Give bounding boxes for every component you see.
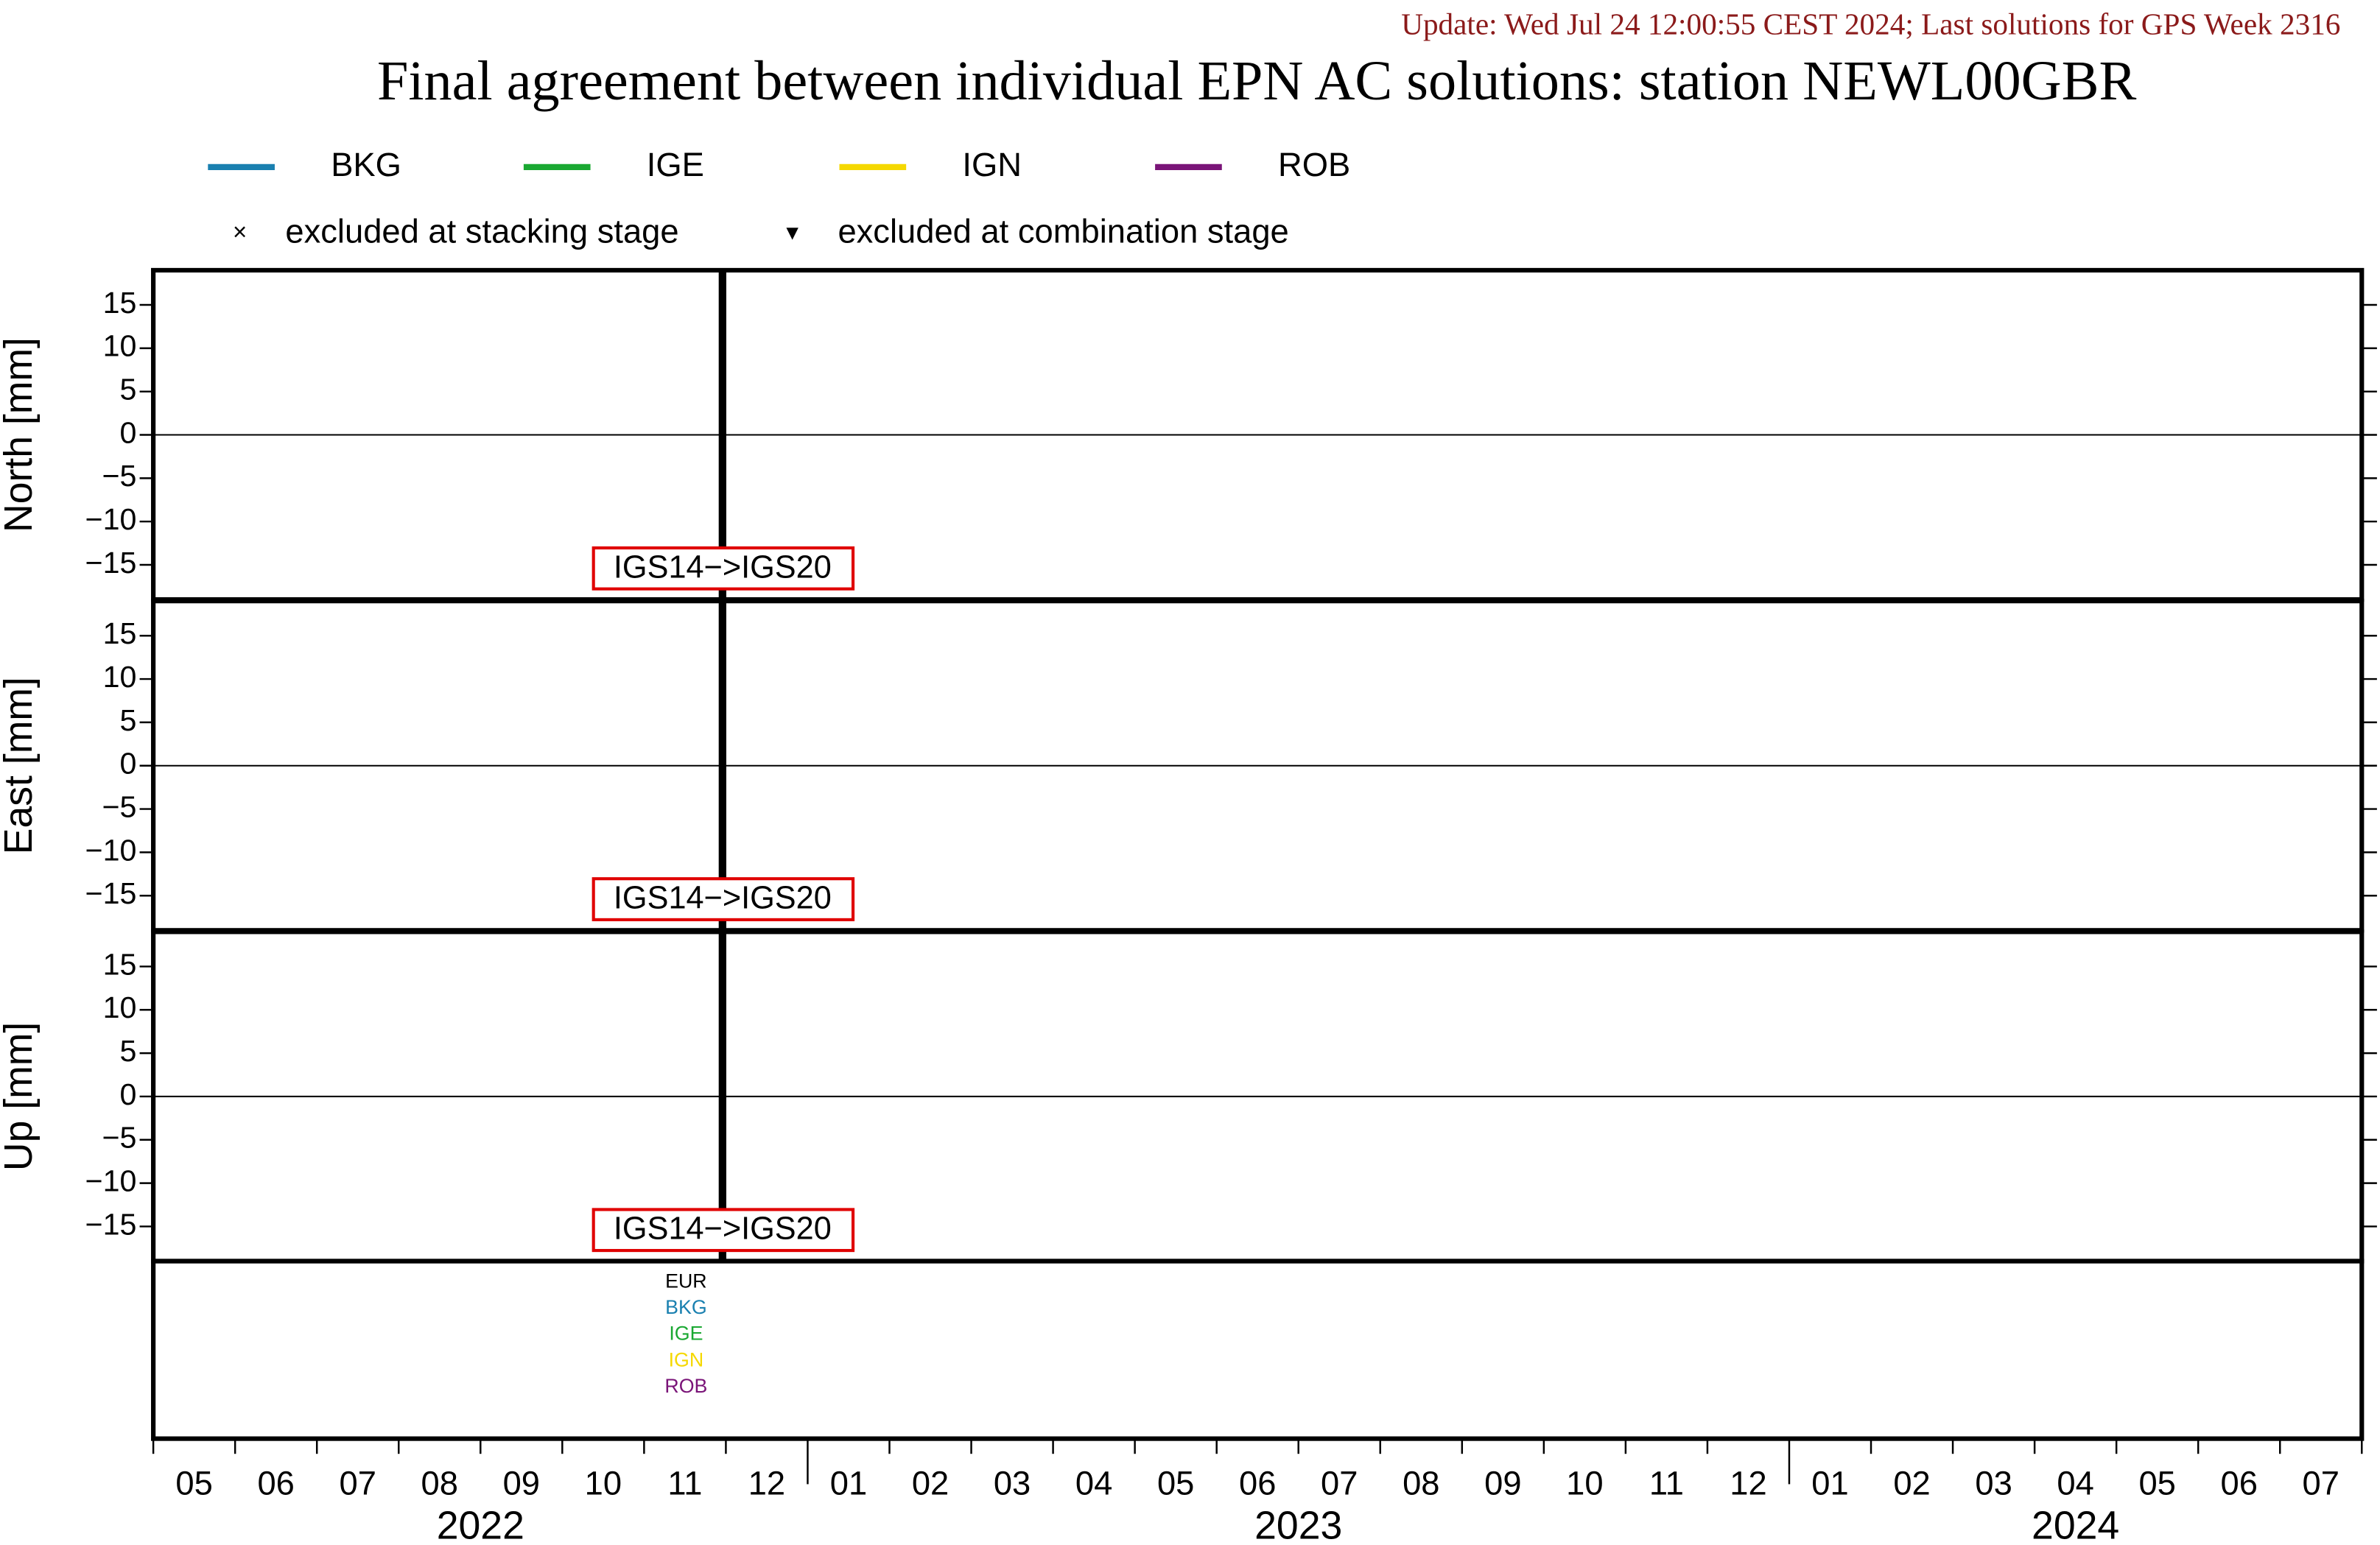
y-tick-label: 10: [103, 660, 137, 694]
y-tick-label: 15: [103, 286, 137, 320]
y-tick-label: −10: [85, 1164, 137, 1197]
legend-label: ROB: [1278, 146, 1350, 183]
solution-frame: [151, 1259, 2365, 1441]
y-tick-label: −5: [102, 789, 136, 823]
x-tick-label: 07: [340, 1464, 376, 1502]
x-tick-label: 09: [503, 1464, 540, 1502]
x-tick-label: 06: [257, 1464, 294, 1502]
y-tick-label: 0: [120, 415, 137, 449]
chart-title: Final agreement between individual EPN A…: [377, 50, 2137, 112]
year-label: 2022: [437, 1504, 524, 1545]
x-tick-label: 12: [748, 1464, 785, 1502]
y-tick-label: −10: [85, 502, 137, 536]
solution-label: EUR: [665, 1270, 707, 1292]
y-tick-label: −15: [85, 1207, 137, 1241]
solution-label: IGE: [669, 1323, 703, 1345]
y-tick-label: 10: [103, 990, 137, 1024]
x-tick-label: 08: [1403, 1464, 1439, 1502]
year-label: 2024: [2032, 1504, 2119, 1545]
update-note: Update: Wed Jul 24 12:00:55 CEST 2024; L…: [1401, 7, 2340, 41]
x-tick-label: 11: [667, 1464, 702, 1502]
x-tick-label: 10: [1566, 1464, 1603, 1502]
annotation-box: [592, 877, 855, 921]
x-tick-label: 05: [2138, 1464, 2175, 1502]
y-tick-label: −10: [85, 833, 137, 867]
x-tick-label: 10: [585, 1464, 622, 1502]
y-tick-label: 15: [103, 616, 137, 650]
x-tick-label: 06: [1239, 1464, 1276, 1502]
y-tick-label: −5: [102, 459, 136, 493]
x-tick-label: 02: [1893, 1464, 1930, 1502]
y-tick-label: 15: [103, 947, 137, 981]
y-tick-label: 0: [120, 1077, 137, 1111]
y-tick-label: 0: [120, 747, 137, 781]
y-axis-label: North [mm]: [0, 337, 41, 532]
y-tick-label: 5: [120, 1034, 137, 1068]
marker-label: excluded at combination stage: [838, 212, 1288, 250]
y-tick-label: −5: [102, 1121, 136, 1155]
x-tick-label: 09: [1484, 1464, 1521, 1502]
year-label: 2023: [1254, 1504, 1342, 1545]
marker-symbol: ▾: [786, 218, 798, 245]
y-tick-label: −15: [85, 876, 137, 910]
annotation: IGS14−>IGS20: [614, 881, 832, 916]
legend-label: BKG: [331, 146, 401, 183]
y-tick-label: 5: [120, 703, 137, 737]
x-tick-label: 06: [2220, 1464, 2257, 1502]
x-tick-label: 01: [1811, 1464, 1848, 1502]
annotation: IGS14−>IGS20: [614, 549, 832, 585]
x-tick-label: 11: [1649, 1464, 1684, 1502]
x-tick-label: 04: [1075, 1464, 1112, 1502]
x-tick-label: 05: [1157, 1464, 1194, 1502]
x-tick-label: 01: [830, 1464, 867, 1502]
solution-label: IGN: [669, 1348, 704, 1370]
legend-label: IGE: [647, 146, 704, 183]
y-tick-label: −15: [85, 546, 137, 580]
annotation-box: [592, 1208, 855, 1253]
solution-label: ROB: [664, 1375, 707, 1397]
y-axis-label: Up [mm]: [0, 1022, 41, 1171]
marker-symbol: ×: [233, 218, 247, 245]
y-tick-label: 5: [120, 373, 137, 407]
y-tick-label: 10: [103, 329, 137, 363]
x-tick-label: 05: [175, 1464, 212, 1502]
marker-label: excluded at stacking stage: [285, 212, 678, 250]
x-tick-label: 03: [994, 1464, 1031, 1502]
annotation-box: [592, 546, 855, 591]
x-tick-label: 04: [2057, 1464, 2093, 1502]
legend-label: IGN: [962, 146, 1022, 183]
x-tick-label: 03: [1975, 1464, 2012, 1502]
x-tick-label: 07: [2303, 1464, 2339, 1502]
x-tick-label: 08: [421, 1464, 458, 1502]
x-tick-label: 07: [1321, 1464, 1358, 1502]
annotation: IGS14−>IGS20: [614, 1211, 832, 1247]
y-axis-label: East [mm]: [0, 677, 41, 854]
x-tick-label: 02: [912, 1464, 949, 1502]
x-tick-label: 12: [1730, 1464, 1766, 1502]
solution-label: BKG: [665, 1296, 707, 1318]
